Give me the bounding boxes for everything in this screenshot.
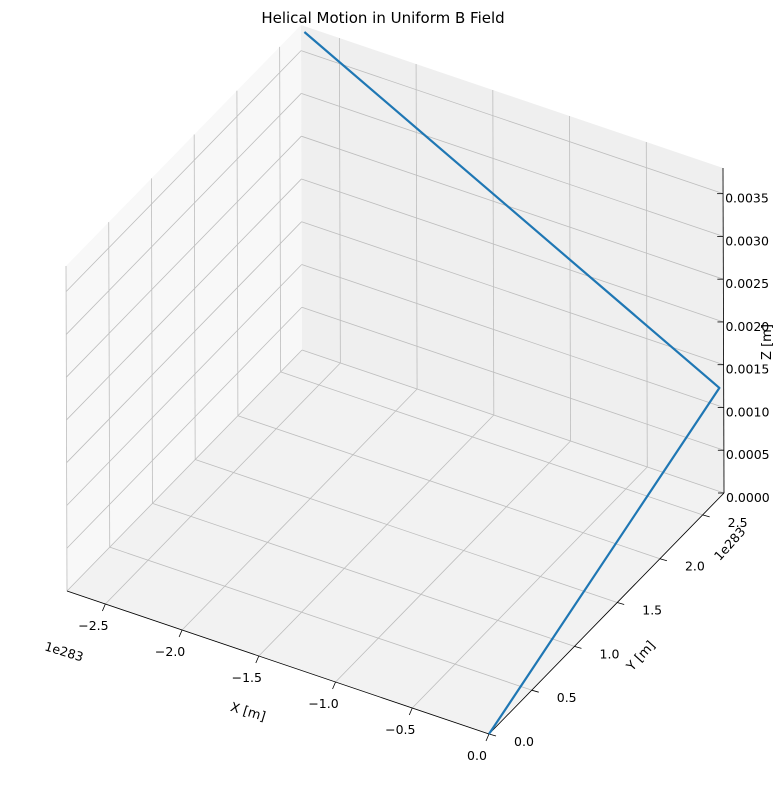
x-tick-label: −0.5 xyxy=(385,722,415,737)
grid-line-y-wall xyxy=(193,134,196,460)
grid-line-y-floor xyxy=(109,546,532,691)
series-layer xyxy=(303,31,721,735)
grid-line-y-floor xyxy=(195,459,618,603)
y-tick-mark xyxy=(659,558,668,562)
z-tick-label: 0.0000 xyxy=(726,490,770,505)
grid-line-z-left xyxy=(66,349,303,592)
grid-line-x-wall xyxy=(492,89,495,416)
grid-line-x-wall xyxy=(338,37,341,364)
grid-line-x-floor xyxy=(411,466,648,709)
grid-line-z-left xyxy=(66,178,302,421)
grid-line-z-back xyxy=(301,178,724,323)
grid-line-y-floor xyxy=(152,502,575,647)
grid-line-z-left xyxy=(66,221,302,463)
z-tick-label: 0.0025 xyxy=(725,276,769,291)
grid-line-y-floor xyxy=(280,371,703,516)
grid-line-y-wall xyxy=(151,178,153,504)
x-tick-label: −2.5 xyxy=(78,618,108,633)
grid-line-z-back xyxy=(301,93,724,237)
x-offset-label: 1e283 xyxy=(43,639,85,665)
x-tick-label: 0.0 xyxy=(467,748,487,763)
grid-line-z-back xyxy=(301,349,725,494)
grid-line-x-floor xyxy=(335,440,571,683)
x-tick-mark xyxy=(101,603,106,612)
z-tick-label: 0.0015 xyxy=(726,362,770,377)
trajectory-line xyxy=(303,31,721,735)
x-tick-mark xyxy=(408,707,413,716)
axis-lines xyxy=(66,167,725,742)
z-tick-label: 0.0005 xyxy=(726,447,770,462)
grid-line-z-left xyxy=(65,93,302,335)
pane-left-wall xyxy=(66,25,302,591)
y-tick-mark xyxy=(617,602,625,605)
pane-floor xyxy=(67,350,724,734)
grid-line-x-floor xyxy=(105,362,341,605)
x-tick-label: −2.0 xyxy=(155,644,185,659)
grid-line-z-back xyxy=(301,306,724,451)
z-tick-label: 0.0030 xyxy=(725,233,769,248)
grid-line-x-wall xyxy=(415,63,418,390)
grid-line-x-floor xyxy=(258,414,495,657)
z-tick-label: 0.0020 xyxy=(726,319,770,334)
grid-line-z-back xyxy=(301,221,724,366)
z-tick-label: 0.0035 xyxy=(725,191,769,206)
grid-line-z-left xyxy=(66,264,303,506)
grid-line-y-wall xyxy=(108,222,111,548)
grid-line-x-wall xyxy=(645,141,648,468)
x-tick-mark xyxy=(178,629,183,638)
y-tick-label: 1.0 xyxy=(600,646,620,661)
x-axis-label: X [m] xyxy=(229,700,268,725)
grid-line-y-floor xyxy=(237,415,661,560)
x-tick-label: −1.0 xyxy=(308,696,338,711)
x-tick-mark xyxy=(332,681,336,690)
y-tick-mark xyxy=(574,645,582,649)
x-axis-line xyxy=(66,590,490,735)
grid-line-z-left xyxy=(66,306,303,549)
grid-line-y-wall xyxy=(279,46,282,372)
grid-line-y-wall xyxy=(236,90,239,416)
y-tick-label: 0.0 xyxy=(514,734,534,749)
x-tick-mark xyxy=(255,655,260,664)
z-tick-label: 0.0010 xyxy=(726,405,770,420)
grid-line-z-back xyxy=(300,50,724,195)
y-tick-label: 1.5 xyxy=(642,603,662,618)
y-tick-mark xyxy=(702,514,710,518)
z-axis-line xyxy=(722,167,725,494)
y-tick-label: 2.0 xyxy=(685,559,705,574)
grid-lines xyxy=(65,37,725,735)
y-axis-line xyxy=(488,492,725,735)
grid-line-z-left xyxy=(65,50,302,292)
y-tick-mark xyxy=(488,733,497,737)
z-axis-label: Z [m] xyxy=(760,324,775,360)
x-tick-label: −1.5 xyxy=(232,670,262,685)
y-axis-label: Y [m] xyxy=(623,638,658,675)
grid-line-z-back xyxy=(301,135,724,280)
y-tick-label: 0.5 xyxy=(557,690,577,705)
pane-back-wall xyxy=(301,25,724,493)
x-tick-mark xyxy=(485,733,490,742)
chart-title: Helical Motion in Uniform B Field xyxy=(261,9,504,27)
tick-labels: −2.5 −2.0 −1.5 −1.0 −0.5 0.0 0.0 0.5 1.0 1.5 2.0 2.… xyxy=(78,191,770,763)
grid-line-y-wall xyxy=(65,265,68,592)
y-tick-mark xyxy=(531,689,539,693)
grid-line-x-wall xyxy=(569,115,571,442)
grid-line-z-left xyxy=(66,135,302,378)
grid-line-x-floor xyxy=(181,388,418,631)
y-tick-label: 2.5 xyxy=(728,515,748,530)
grid-line-z-back xyxy=(301,264,724,408)
